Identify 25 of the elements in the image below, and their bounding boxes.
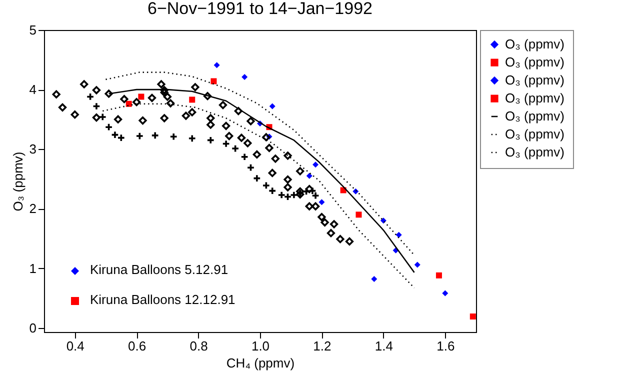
y-tick-label: 4 (29, 82, 36, 98)
y-axis-title: O₃ (ppmv) (10, 152, 26, 212)
x-tick-label: 1.6 (436, 338, 455, 354)
x-tick-label: 1.0 (251, 338, 270, 354)
x-tick-label: 0.8 (190, 338, 208, 354)
x-tick-label: 1.4 (374, 338, 393, 354)
y-tick-label: 2 (29, 201, 36, 216)
x-tick-label: 0.6 (128, 338, 146, 354)
legend-label: O₃ (ppmv) (505, 144, 564, 160)
y-tick-label: 0 (29, 320, 36, 336)
y-tick-label: 5 (29, 22, 36, 38)
y-tick-label: 3 (29, 142, 36, 157)
x-axis-title: CH₄ (ppmv) (226, 356, 295, 370)
legend-label: O₃ (ppmv) (505, 126, 564, 142)
y-tick-label: 1 (29, 260, 36, 276)
legend-label: O₃ (ppmv) (505, 108, 564, 124)
legend-label: O₃ (ppmv) (505, 90, 564, 106)
legend-label: O₃ (ppmv) (505, 72, 564, 88)
legend-label: O₃ (ppmv) (505, 54, 564, 70)
legend-label: O₃ (ppmv) (505, 36, 564, 52)
chart-title: 6−Nov−1991 to 14−Jan−1992 (148, 0, 372, 18)
x-tick-label: 0.4 (66, 338, 84, 354)
annotation: Kiruna Balloons 5.12.91 (90, 262, 228, 277)
x-tick-label: 1.2 (313, 338, 332, 354)
annotation: Kiruna Balloons 12.12.91 (90, 292, 236, 307)
